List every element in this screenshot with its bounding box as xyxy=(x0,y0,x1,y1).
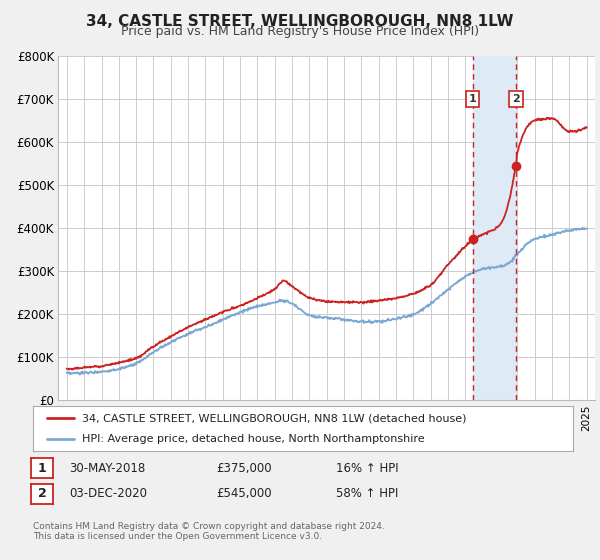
Text: 2: 2 xyxy=(512,94,520,104)
Bar xyxy=(473,56,516,400)
Text: 1: 1 xyxy=(469,94,476,104)
Text: 34, CASTLE STREET, WELLINGBOROUGH, NN8 1LW: 34, CASTLE STREET, WELLINGBOROUGH, NN8 1… xyxy=(86,14,514,29)
Text: 16% ↑ HPI: 16% ↑ HPI xyxy=(336,461,398,475)
Text: 30-MAY-2018: 30-MAY-2018 xyxy=(69,461,145,475)
Text: 34, CASTLE STREET, WELLINGBOROUGH, NN8 1LW (detached house): 34, CASTLE STREET, WELLINGBOROUGH, NN8 1… xyxy=(82,413,466,423)
Text: 03-DEC-2020: 03-DEC-2020 xyxy=(69,487,147,501)
Text: 58% ↑ HPI: 58% ↑ HPI xyxy=(336,487,398,501)
Text: £545,000: £545,000 xyxy=(216,487,272,501)
Text: HPI: Average price, detached house, North Northamptonshire: HPI: Average price, detached house, Nort… xyxy=(82,433,424,444)
Text: Price paid vs. HM Land Registry's House Price Index (HPI): Price paid vs. HM Land Registry's House … xyxy=(121,25,479,38)
Text: £375,000: £375,000 xyxy=(216,461,272,475)
Text: Contains HM Land Registry data © Crown copyright and database right 2024.
This d: Contains HM Land Registry data © Crown c… xyxy=(33,522,385,542)
Text: 2: 2 xyxy=(38,487,46,501)
Text: 1: 1 xyxy=(38,461,46,475)
